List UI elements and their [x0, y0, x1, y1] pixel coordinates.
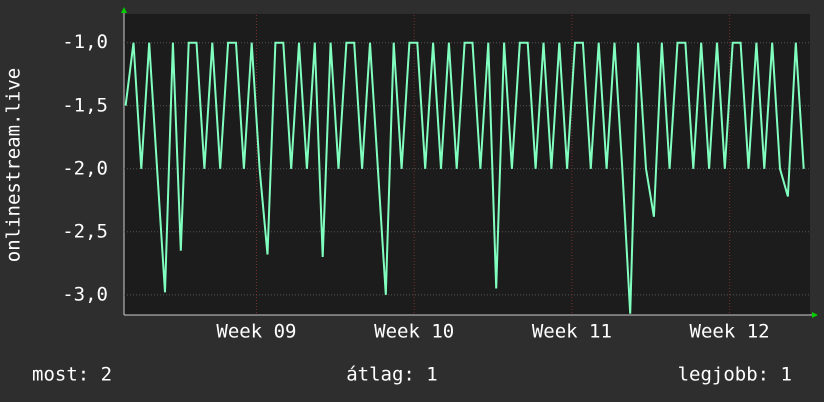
y-tick-label: -1,5: [62, 94, 108, 116]
x-tick-label: Week 11: [532, 321, 612, 343]
data-line: [124, 41, 805, 314]
axis-arrow: [812, 312, 818, 318]
x-tick-label: Week 10: [374, 321, 454, 343]
y-tick-label: -2,0: [62, 157, 108, 179]
axis-arrow: [121, 7, 127, 13]
legend-stat: most: 2: [32, 364, 112, 386]
legend-stat: legjobb: 1: [678, 364, 792, 386]
y-axis-label: onlinestream.live: [3, 68, 25, 262]
y-tick-label: -1,0: [62, 31, 108, 53]
y-tick-label: -2,5: [62, 220, 108, 242]
x-tick-label: Week 12: [690, 321, 770, 343]
x-tick-label: Week 09: [216, 321, 296, 343]
legend-stat: átlag: 1: [346, 364, 438, 386]
y-tick-label: -3,0: [62, 283, 108, 305]
